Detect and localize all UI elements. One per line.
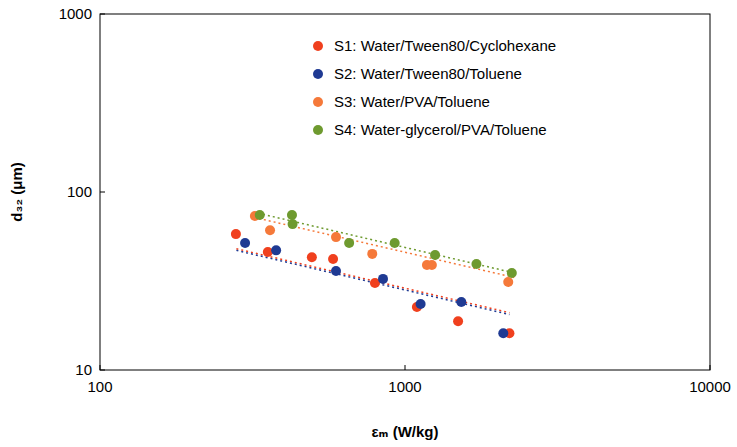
data-point xyxy=(287,210,297,220)
x-tick xyxy=(405,365,406,370)
data-point xyxy=(427,260,437,270)
y-tick-label: 10 xyxy=(75,361,92,378)
data-point xyxy=(367,249,377,259)
y-tick-label: 1000 xyxy=(59,5,92,22)
trend-line xyxy=(258,213,515,273)
data-point xyxy=(331,232,341,242)
data-point xyxy=(503,277,513,287)
data-point xyxy=(453,316,463,326)
chart: 100100010000101001000εₘ (W/kg)d₃₂ (μm)S1… xyxy=(0,0,737,447)
legend-label: S2: Water/Tween80/Toluene xyxy=(334,65,522,82)
data-point xyxy=(378,274,388,284)
data-point xyxy=(344,238,354,248)
plot-frame xyxy=(100,14,710,370)
data-point xyxy=(263,247,273,257)
data-point xyxy=(255,210,265,220)
data-point xyxy=(498,328,508,338)
data-point xyxy=(288,219,298,229)
data-point xyxy=(271,245,281,255)
data-point xyxy=(416,299,426,309)
y-tick xyxy=(100,14,105,15)
x-tick xyxy=(710,365,711,370)
data-point xyxy=(507,268,517,278)
x-tick-label: 100 xyxy=(87,378,112,395)
data-point xyxy=(456,297,466,307)
legend-marker xyxy=(313,69,323,79)
legend-marker xyxy=(313,41,323,51)
y-tick-label: 100 xyxy=(67,183,92,200)
x-tick-label: 1000 xyxy=(388,378,421,395)
y-axis-label: d₃₂ (μm) xyxy=(8,162,25,221)
plot-area xyxy=(231,210,517,338)
y-tick xyxy=(100,192,105,193)
trend-line xyxy=(236,250,509,314)
x-tick xyxy=(100,365,101,370)
legend-label: S3: Water/PVA/Toluene xyxy=(334,93,490,110)
data-point xyxy=(390,238,400,248)
data-point xyxy=(331,266,341,276)
legend-marker xyxy=(313,125,323,135)
x-tick-label: 10000 xyxy=(689,378,731,395)
legend-label: S4: Water-glycerol/PVA/Toluene xyxy=(334,121,547,138)
trend-line xyxy=(254,217,515,277)
legend-marker xyxy=(313,97,323,107)
data-point xyxy=(240,238,250,248)
legend: S1: Water/Tween80/Cyclohexane S2: Water/T… xyxy=(313,37,556,138)
data-point xyxy=(265,225,275,235)
y-tick xyxy=(100,370,105,371)
legend-label: S1: Water/Tween80/Cyclohexane xyxy=(334,37,556,54)
data-point xyxy=(471,259,481,269)
data-point xyxy=(307,252,317,262)
data-point xyxy=(231,229,241,239)
data-point xyxy=(430,250,440,260)
data-point xyxy=(328,254,338,264)
trend-line xyxy=(236,249,509,313)
x-axis-label: εₘ (W/kg) xyxy=(371,423,438,440)
